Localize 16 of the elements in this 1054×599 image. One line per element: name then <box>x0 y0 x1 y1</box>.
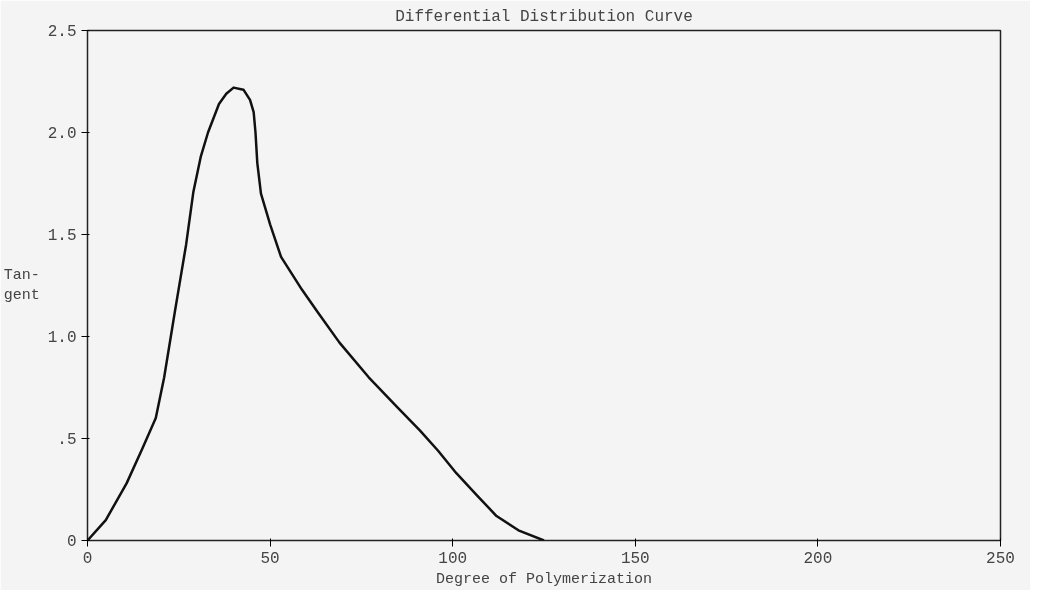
x-tick-label: 150 <box>620 549 650 568</box>
y-tick-label: 2.5 <box>47 23 77 41</box>
x-axis-title: Degree of Polymerization <box>435 570 653 588</box>
x-tick-label: 50 <box>260 549 280 568</box>
x-tick-label: 250 <box>986 549 1015 568</box>
y-tick-label: 0 <box>66 533 77 551</box>
y-tick-label: .5 <box>57 431 77 449</box>
y-tick-label: 2.0 <box>47 125 77 143</box>
y-axis-title: Tan- gent <box>3 266 40 305</box>
y-tick-label: 1.0 <box>47 329 77 347</box>
x-tick-label: 200 <box>803 549 833 568</box>
y-tick-label: 1.5 <box>47 227 77 245</box>
x-tick-label: 100 <box>438 549 468 568</box>
chart-title: Differential Distribution Curve <box>395 7 693 26</box>
x-tick-label: 0 <box>82 549 93 568</box>
line-series <box>87 86 546 541</box>
